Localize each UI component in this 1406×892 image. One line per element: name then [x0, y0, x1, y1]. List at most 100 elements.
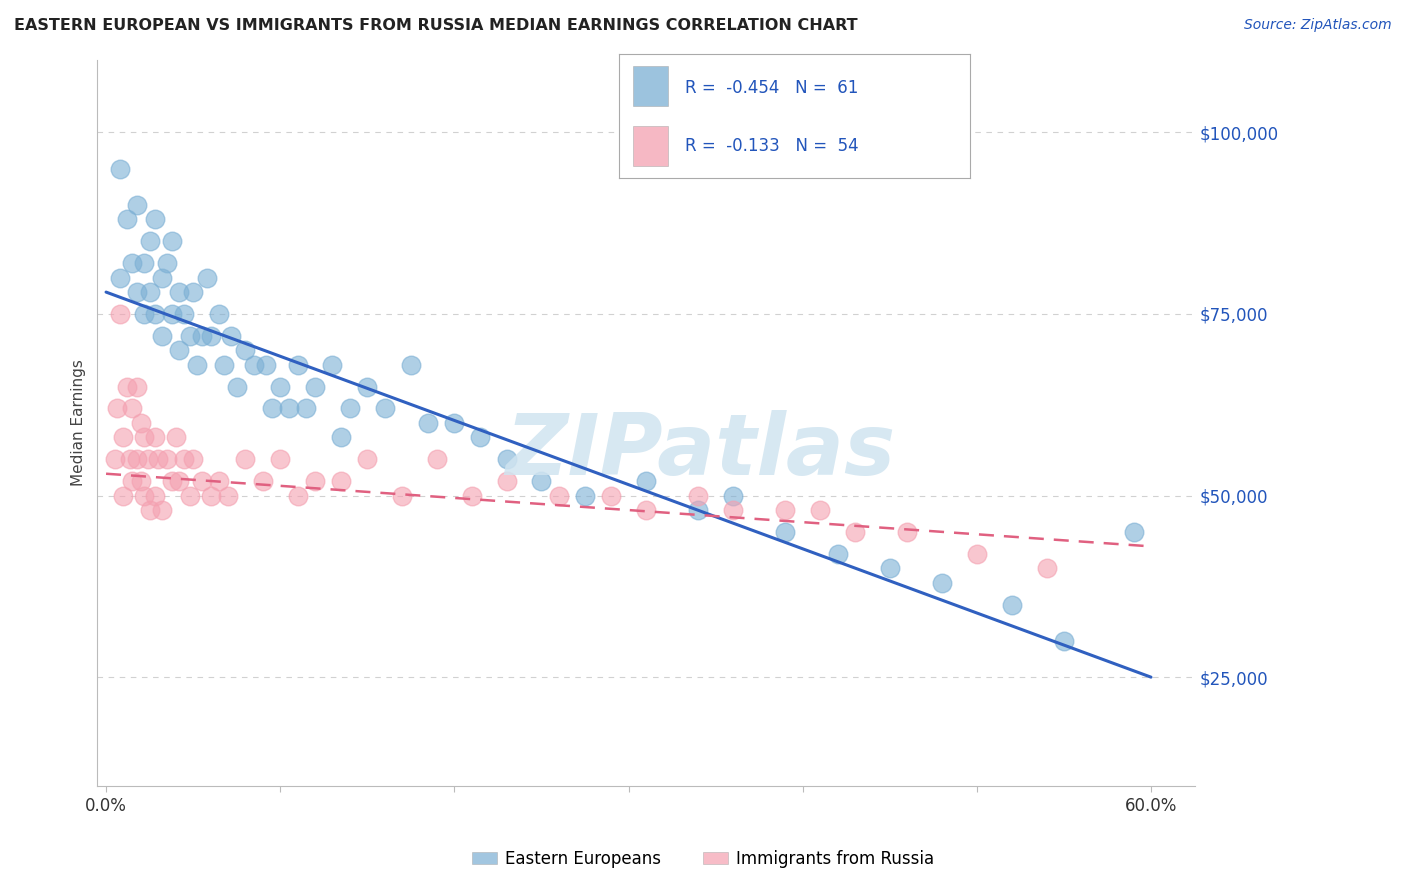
Point [165, 430, 187, 444]
Point [600, 489, 623, 503]
Point [530, 474, 553, 488]
Point [134, 430, 156, 444]
Point [112, 489, 135, 503]
Point [1053, 633, 1076, 648]
Point [167, 343, 190, 358]
Point [150, 270, 173, 285]
Point [391, 489, 413, 503]
Text: Source: ZipAtlas.com: Source: ZipAtlas.com [1244, 18, 1392, 32]
Point [121, 401, 143, 416]
Bar [633, 126, 668, 166]
Point [356, 379, 378, 393]
Point [470, 430, 492, 444]
Point [120, 452, 142, 467]
Point [221, 328, 243, 343]
Point [304, 379, 326, 393]
Point [208, 474, 231, 488]
Point [495, 452, 517, 467]
Point [931, 575, 953, 590]
Point [167, 285, 190, 299]
Point [121, 256, 143, 270]
Point [143, 212, 166, 227]
Point [634, 503, 657, 517]
Point [356, 452, 378, 467]
Point [844, 524, 866, 539]
Point [134, 256, 156, 270]
Point [277, 401, 299, 416]
Point [167, 474, 190, 488]
Point [200, 328, 222, 343]
Point [634, 474, 657, 488]
Point [162, 307, 184, 321]
Point [115, 212, 138, 227]
Point [243, 358, 266, 372]
Point [214, 358, 236, 372]
Point [121, 474, 143, 488]
Point [399, 358, 422, 372]
Point [186, 358, 208, 372]
Point [138, 503, 160, 517]
Point [127, 452, 149, 467]
Text: R =  -0.454   N =  61: R = -0.454 N = 61 [686, 79, 859, 97]
Point [195, 270, 218, 285]
Point [495, 474, 517, 488]
Point [418, 416, 440, 430]
Point [808, 503, 831, 517]
Point [181, 285, 204, 299]
Point [443, 416, 465, 430]
Point [112, 430, 135, 444]
Point [426, 452, 449, 467]
Point [138, 234, 160, 248]
Point [105, 401, 128, 416]
Text: EASTERN EUROPEAN VS IMMIGRANTS FROM RUSSIA MEDIAN EARNINGS CORRELATION CHART: EASTERN EUROPEAN VS IMMIGRANTS FROM RUSS… [14, 18, 858, 33]
Point [1035, 561, 1057, 575]
Point [162, 234, 184, 248]
Point [217, 489, 239, 503]
Point [134, 307, 156, 321]
Point [162, 474, 184, 488]
Point [225, 379, 247, 393]
Point [200, 489, 222, 503]
Point [150, 503, 173, 517]
Point [173, 307, 195, 321]
Point [721, 489, 744, 503]
Point [287, 358, 309, 372]
Point [269, 379, 291, 393]
Point [252, 474, 274, 488]
Point [547, 489, 569, 503]
Point [129, 416, 152, 430]
Point [574, 489, 596, 503]
Point [181, 452, 204, 467]
Point [115, 379, 138, 393]
Point [896, 524, 918, 539]
Point [287, 489, 309, 503]
Point [138, 285, 160, 299]
Point [330, 430, 353, 444]
Point [191, 328, 214, 343]
Point [179, 328, 201, 343]
Point [208, 307, 231, 321]
Text: R =  -0.133   N =  54: R = -0.133 N = 54 [686, 137, 859, 155]
Point [775, 503, 797, 517]
Point [330, 474, 353, 488]
Point [156, 452, 179, 467]
Point [260, 401, 283, 416]
Point [108, 307, 131, 321]
Point [321, 358, 343, 372]
Point [108, 270, 131, 285]
Point [304, 474, 326, 488]
Point [127, 198, 149, 212]
Point [191, 474, 214, 488]
Point [688, 503, 710, 517]
Point [374, 401, 396, 416]
Point [156, 256, 179, 270]
Point [134, 489, 156, 503]
Point [827, 547, 849, 561]
Point [721, 503, 744, 517]
Point [1001, 598, 1024, 612]
Point [1122, 524, 1144, 539]
Point [179, 489, 201, 503]
Point [108, 161, 131, 176]
Point [254, 358, 277, 372]
Point [104, 452, 127, 467]
